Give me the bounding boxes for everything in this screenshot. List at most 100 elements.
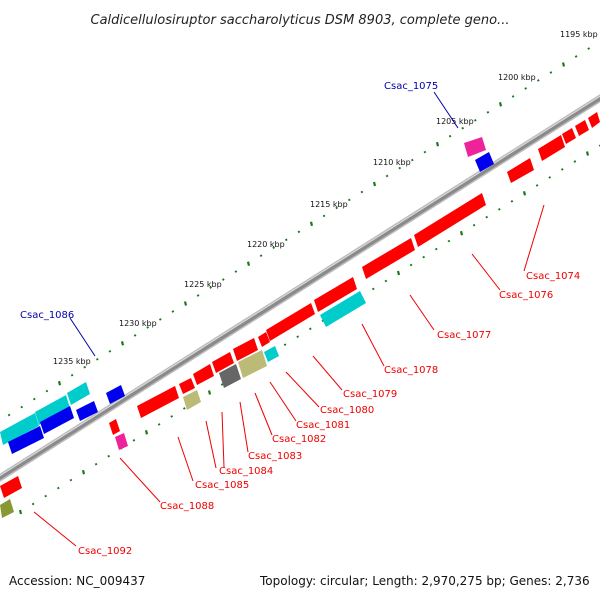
gene-label[interactable]: Csac_1075 (384, 81, 438, 92)
gene-feature[interactable] (0, 413, 39, 445)
gene-feature[interactable] (212, 352, 234, 373)
gene-label[interactable]: Csac_1081 (296, 420, 350, 431)
gene-feature[interactable] (40, 406, 74, 434)
scale-tick-minor (409, 263, 413, 267)
gene-feature[interactable] (106, 385, 125, 404)
gene-feature[interactable] (109, 419, 120, 435)
gene-feature[interactable] (266, 303, 315, 341)
scale-tick-major (183, 301, 188, 306)
scale-tick-minor (447, 239, 451, 243)
scale-tick-minor (385, 174, 389, 178)
scale-label: 1235 kbp (53, 357, 91, 366)
gene-feature[interactable] (562, 128, 576, 144)
gene-feature[interactable] (238, 350, 267, 378)
gene-feature[interactable] (588, 112, 600, 128)
scale-tick-major (561, 62, 566, 67)
gene-feature[interactable] (35, 395, 70, 425)
scale-tick-minor (574, 55, 578, 58)
scale-tick-minor (434, 247, 438, 251)
scale-tick-minor (132, 438, 136, 442)
scale-tick-minor (473, 118, 477, 122)
scale-tick-minor (322, 214, 326, 218)
gene-feature[interactable] (0, 499, 14, 518)
gene-label[interactable]: Csac_1080 (320, 405, 374, 416)
scale-tick-minor (511, 95, 515, 98)
gene-feature[interactable] (475, 152, 494, 172)
gene-feature[interactable] (362, 238, 415, 279)
scale-tick-minor (182, 407, 186, 410)
scale-tick-major (18, 509, 23, 515)
scale-tick-minor (296, 335, 300, 339)
scale-tick-minor (536, 79, 540, 82)
gene-label[interactable]: Csac_1079 (343, 389, 397, 400)
scale-tick-minor (70, 373, 74, 377)
scale-label: 1220 kbp (247, 240, 285, 249)
scale-tick-major (522, 191, 527, 196)
scale-tick-minor (171, 310, 175, 313)
scale-tick-major (309, 221, 314, 227)
gene-feature[interactable] (76, 401, 98, 421)
scale-label: 1195 kbp (560, 30, 598, 39)
scale-tick-minor (107, 454, 111, 458)
scale-tick-major (459, 230, 464, 236)
scale-label: 1210 kbp (373, 158, 411, 167)
gene-label[interactable]: Csac_1076 (499, 290, 553, 301)
scale-tick-minor (83, 365, 87, 369)
scale-tick-minor (31, 502, 35, 506)
scale-tick-major (120, 341, 125, 346)
scale-tick-minor (297, 230, 301, 234)
gene-feature[interactable] (314, 277, 357, 312)
gene-label[interactable]: Csac_1078 (384, 365, 438, 376)
gene-label[interactable]: Csac_1077 (437, 330, 491, 341)
gene-feature[interactable] (193, 364, 214, 385)
gene-label[interactable]: Csac_1082 (272, 434, 326, 445)
accession-text: Accession: NC_009437 (9, 574, 146, 588)
gene-feature[interactable] (320, 291, 366, 327)
scale-tick-minor (535, 184, 539, 187)
gene-label[interactable]: Csac_1088 (160, 501, 214, 512)
gene-feature[interactable] (183, 390, 201, 410)
gene-feature[interactable] (219, 364, 241, 388)
gene-feature[interactable] (67, 382, 90, 405)
gene-label[interactable]: Csac_1092 (78, 546, 132, 557)
scale-tick-minor (7, 413, 11, 417)
gene-feature[interactable] (258, 332, 270, 347)
gene-feature[interactable] (538, 135, 565, 161)
gene-label[interactable]: Csac_1086 (20, 310, 74, 321)
genome-summary-text: Topology: circular; Length: 2,970,275 bp… (260, 574, 590, 588)
gene-feature[interactable] (507, 158, 534, 183)
gene-feature[interactable] (179, 378, 195, 394)
gene-label[interactable]: Csac_1084 (219, 466, 273, 477)
gene-feature[interactable] (233, 338, 258, 361)
gene-label[interactable]: Csac_1083 (248, 451, 302, 462)
gene-feature[interactable] (464, 137, 486, 157)
scale-tick-minor (560, 168, 564, 171)
scale-tick-minor (485, 215, 489, 219)
scale-tick-minor (158, 318, 162, 321)
gene-feature[interactable] (264, 346, 279, 362)
scale-tick-minor (472, 223, 476, 227)
scale-tick-minor (398, 166, 402, 170)
gene-feature[interactable] (0, 476, 22, 498)
scale-tick-major (372, 181, 377, 187)
scale-tick-minor (45, 389, 49, 393)
scale-tick-minor (20, 405, 24, 409)
gene-feature[interactable] (414, 193, 486, 247)
scale-tick-minor (510, 199, 514, 203)
scale-tick-minor (461, 126, 465, 130)
scale-tick-minor (308, 327, 312, 331)
gene-feature[interactable] (137, 386, 179, 418)
scale-label: 1215 kbp (310, 200, 348, 209)
map-title: Caldicellulosiruptor saccharolyticus DSM… (91, 13, 510, 28)
scale-tick-minor (549, 71, 553, 74)
gene-feature[interactable] (575, 120, 589, 136)
gene-label[interactable]: Csac_1085 (195, 480, 249, 491)
gene-feature[interactable] (8, 426, 44, 454)
gene-feature[interactable] (115, 433, 128, 450)
scale-tick-minor (360, 190, 364, 194)
scale-label: 1230 kbp (119, 319, 157, 328)
scale-tick-minor (44, 494, 48, 498)
scale-tick-minor (259, 254, 263, 258)
gene-label[interactable]: Csac_1074 (526, 271, 580, 282)
